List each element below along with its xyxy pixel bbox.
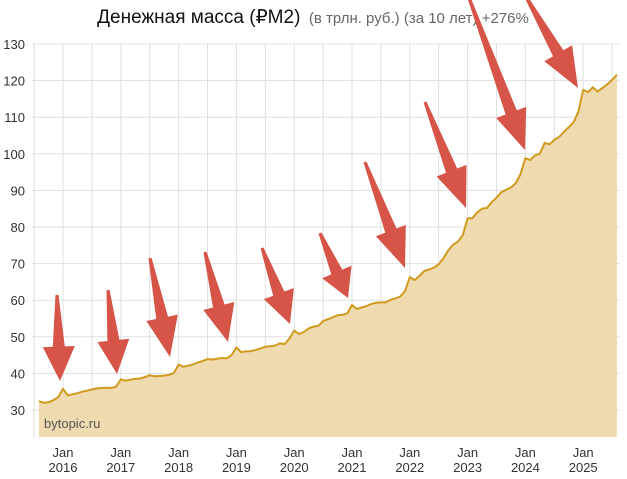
x-tick-month: Jan [573, 445, 594, 460]
y-tick-label: 80 [11, 220, 25, 235]
x-tick-month: Jan [53, 445, 74, 460]
x-tick-year: 2018 [164, 460, 193, 474]
x-tick-month: Jan [168, 445, 189, 460]
y-tick-label: 130 [3, 37, 25, 52]
chart-title: Денежная масса (₽M2) (в трлн. руб.) (за … [97, 7, 529, 28]
y-tick-label: 70 [11, 257, 25, 272]
x-tick-year: 2019 [222, 460, 251, 474]
chart-subtitle: (в трлн. руб.) (за 10 лет) +276% [309, 10, 529, 27]
x-tick-year: 2022 [395, 460, 424, 474]
watermark: bytopic.ru [44, 416, 100, 431]
x-tick-year: 2016 [49, 460, 78, 474]
x-tick-year: 2020 [280, 460, 309, 474]
y-axis: 30 40 50 60 70 80 90 100 110 120 130 [3, 37, 25, 418]
x-tick-year: 2025 [569, 460, 598, 474]
arrow-icon [260, 247, 294, 324]
arrow-icon [363, 161, 406, 268]
arrow-icon [318, 232, 352, 298]
arrow-icon [146, 257, 178, 357]
y-tick-label: 100 [3, 147, 25, 162]
x-tick-year: 2017 [106, 460, 135, 474]
x-tick-year: 2024 [511, 460, 540, 474]
y-tick-label: 30 [11, 403, 25, 418]
x-tick-month: Jan [515, 445, 536, 460]
x-tick-month: Jan [284, 445, 305, 460]
arrow-icon [468, 0, 527, 150]
annotation-arrows [42, 0, 578, 381]
arrow-icon [525, 0, 578, 88]
x-tick-year: 2023 [453, 460, 482, 474]
x-tick-month: Jan [226, 445, 247, 460]
y-tick-label: 110 [4, 110, 25, 125]
arrow-icon [203, 251, 235, 342]
series-line [38, 74, 618, 404]
area-fill [38, 74, 617, 437]
x-tick-month: Jan [457, 445, 478, 460]
arrow-icon [97, 289, 130, 374]
y-tick-label: 50 [11, 330, 25, 345]
arrow-icon [423, 101, 467, 208]
y-tick-label: 120 [3, 74, 25, 89]
x-tick-month: Jan [342, 445, 363, 460]
arrow-icon [42, 294, 75, 381]
y-tick-label: 60 [11, 293, 25, 308]
x-axis: Jan2016Jan2017Jan2018Jan2019Jan2020Jan20… [49, 445, 598, 475]
y-tick-label: 90 [11, 183, 25, 198]
chart-title-main: Денежная масса (₽M2) [97, 7, 300, 28]
y-tick-label: 40 [11, 366, 25, 381]
x-tick-year: 2021 [338, 460, 367, 474]
x-tick-month: Jan [399, 445, 420, 460]
x-tick-month: Jan [110, 445, 131, 460]
